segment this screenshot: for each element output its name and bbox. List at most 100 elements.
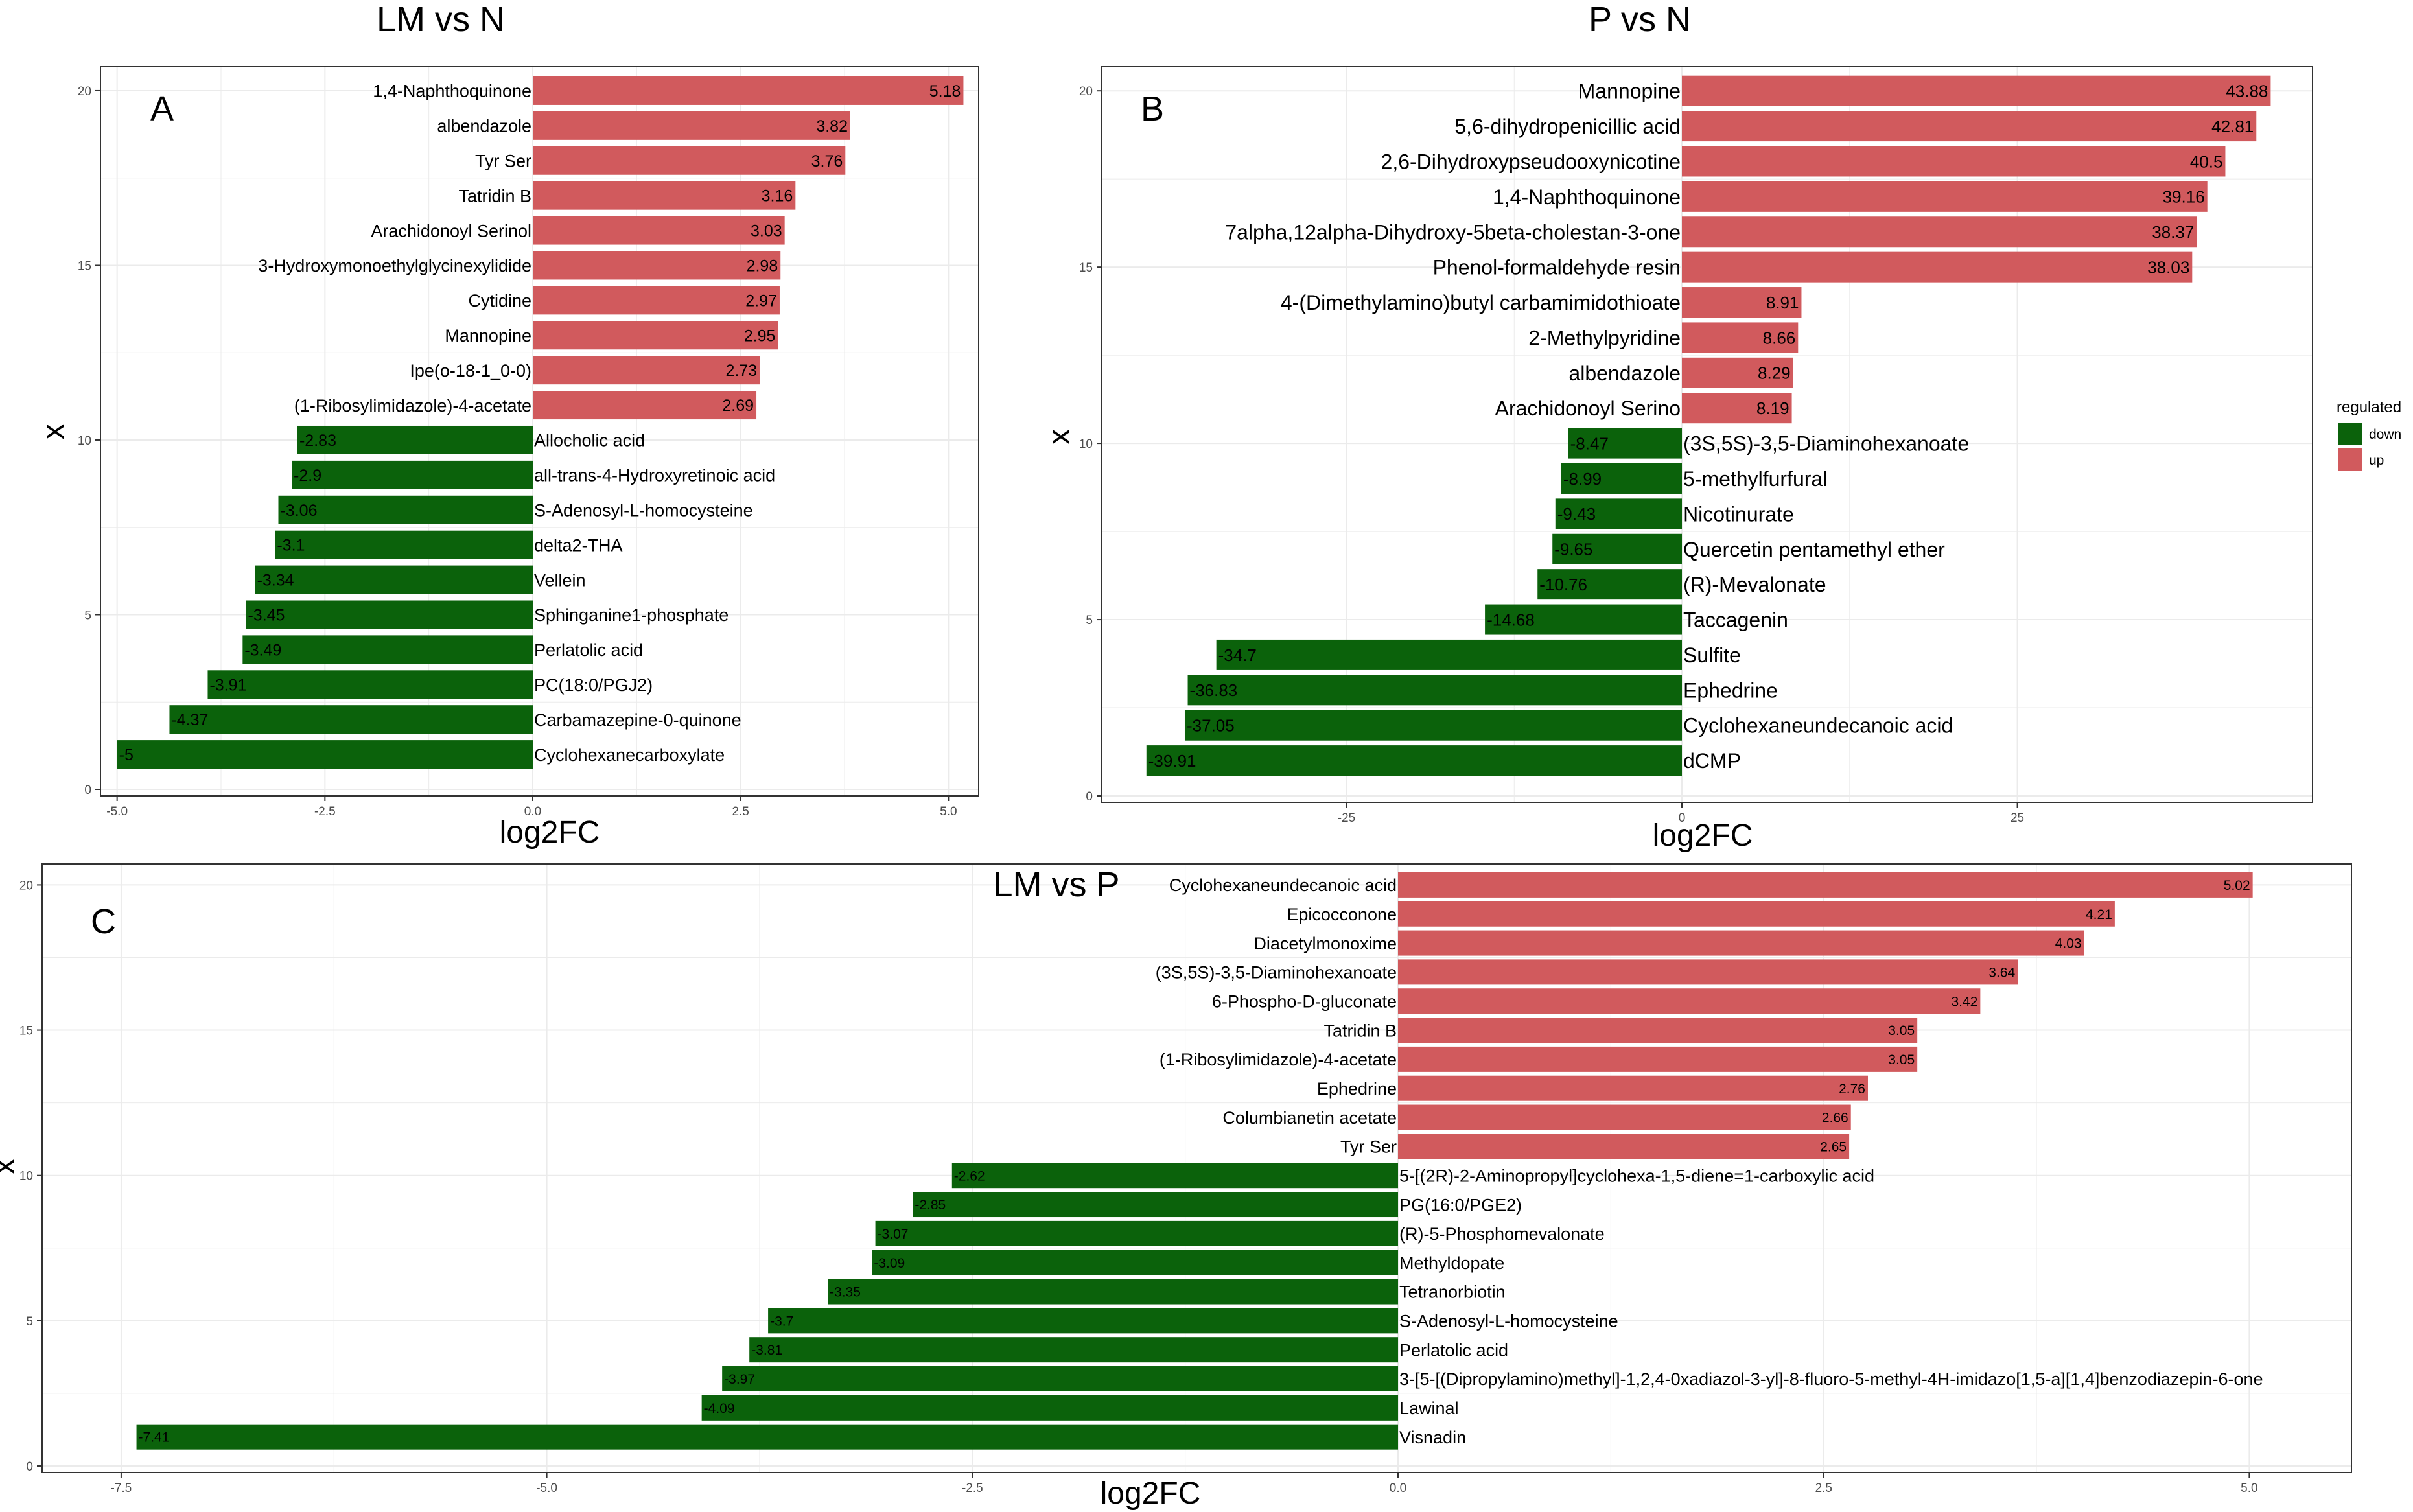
bar-up bbox=[1682, 322, 1799, 353]
bar-down bbox=[246, 600, 533, 629]
bar-value-label: 3.42 bbox=[1951, 994, 1977, 1009]
bar-down bbox=[913, 1192, 1398, 1218]
y-tick-label: 15 bbox=[78, 259, 91, 273]
bar-value-label: 43.88 bbox=[2226, 82, 2268, 101]
bar-name-label: 1,4-Naphthoquinone bbox=[1493, 185, 1681, 209]
bar-down bbox=[1568, 428, 1682, 459]
bar-value-label: -36.83 bbox=[1190, 680, 1238, 700]
x-tick-label: -7.5 bbox=[111, 1482, 132, 1495]
bar-down bbox=[722, 1366, 1398, 1392]
bar-value-label: -7.41 bbox=[139, 1430, 170, 1445]
bar-name-label: Ipe(o-18-1_0-0) bbox=[410, 361, 531, 380]
bar-value-label: 4.21 bbox=[2086, 907, 2112, 922]
bar-value-label: -2.85 bbox=[915, 1198, 946, 1213]
bar-name-label: Cyclohexaneundecanoic acid bbox=[1169, 876, 1397, 895]
bar-name-label: Tatridin B bbox=[1323, 1021, 1397, 1040]
bar-value-label: -14.68 bbox=[1487, 610, 1535, 629]
x-tick-label: 5.0 bbox=[2241, 1482, 2257, 1495]
bar-down bbox=[292, 460, 533, 489]
bar-down bbox=[255, 565, 533, 594]
bar-up bbox=[1398, 959, 2018, 985]
bars bbox=[117, 76, 964, 769]
bar-name-label: (R)-Mevalonate bbox=[1683, 573, 1826, 596]
bar-value-label: -3.81 bbox=[751, 1343, 782, 1358]
bar-down bbox=[701, 1395, 1398, 1421]
x-axis-title: log2FC bbox=[500, 815, 600, 850]
bar-name-label: (3S,5S)-3,5-Diaminohexanoate bbox=[1156, 963, 1397, 983]
bar-value-label: -39.91 bbox=[1148, 751, 1196, 771]
bar-down bbox=[1552, 533, 1682, 564]
bar-up bbox=[533, 146, 846, 175]
bar-name-label: Ephedrine bbox=[1683, 679, 1778, 702]
bar-down bbox=[875, 1220, 1398, 1246]
bar-name-label: Cyclohexanecarboxylate bbox=[534, 745, 725, 765]
bar-value-label: -4.37 bbox=[171, 711, 208, 729]
bar-name-label: Tatridin B bbox=[458, 186, 531, 205]
y-tick-label: 10 bbox=[78, 434, 91, 448]
bar-name-label: Cytidine bbox=[468, 291, 531, 310]
y-axis-title: x bbox=[36, 424, 71, 439]
bar-labels: 5.18 1,4-Naphthoquinone 3.82 albendazole 3.7… bbox=[119, 82, 961, 765]
bar-up bbox=[1682, 146, 2226, 177]
bar-value-label: -8.47 bbox=[1570, 434, 1609, 453]
bar-down bbox=[1485, 604, 1682, 635]
bar-value-label: 3.76 bbox=[811, 152, 843, 170]
bar-value-label: -3.49 bbox=[244, 641, 281, 659]
bar-up bbox=[1398, 1104, 1851, 1130]
bar-up bbox=[533, 251, 781, 280]
bar-up bbox=[1398, 1075, 1868, 1101]
bar-labels: 43.88 Mannopine 42.81 5,6-dihydropenicillic… bbox=[1148, 80, 2268, 773]
legend: regulated down up bbox=[2337, 399, 2401, 471]
bar-name-label: Sulfite bbox=[1683, 644, 1741, 667]
bar-up bbox=[1682, 251, 2193, 283]
x-tick-label: 2.5 bbox=[732, 805, 749, 819]
y-tick-label: 0 bbox=[1086, 790, 1093, 804]
bar-name-label: S-Adenosyl-L-homocysteine bbox=[1399, 1312, 1618, 1331]
bar-down bbox=[749, 1337, 1398, 1363]
bar-value-label: -3.7 bbox=[770, 1314, 793, 1329]
x-tick-label: 25 bbox=[2011, 811, 2024, 825]
bar-name-label: S-Adenosyl-L-homocysteine bbox=[534, 501, 753, 520]
bar-up bbox=[1398, 872, 2253, 898]
bar-value-label: 39.16 bbox=[2163, 187, 2205, 207]
bar-down bbox=[1146, 745, 1682, 776]
bar-down bbox=[872, 1250, 1398, 1275]
bar-value-label: -2.9 bbox=[294, 467, 321, 485]
bar-name-label: Epicocconone bbox=[1287, 905, 1397, 924]
bar-down bbox=[242, 635, 533, 664]
bar-value-label: 2.73 bbox=[726, 362, 758, 380]
bar-up bbox=[1398, 988, 1981, 1014]
y-tick-label: 10 bbox=[1079, 437, 1093, 451]
bar-value-label: -9.43 bbox=[1557, 504, 1596, 524]
bar-name-label: 3-[5-[(Dipropylamino)methyl]-1,2,4-0xadi… bbox=[1399, 1369, 2263, 1389]
x-tick-label: 0.0 bbox=[524, 805, 541, 819]
bar-value-label: -2.62 bbox=[954, 1169, 985, 1183]
y-tick-label: 5 bbox=[1086, 614, 1093, 627]
x-tick-label: 0.0 bbox=[1390, 1482, 1406, 1495]
x-tick-label: -5.0 bbox=[106, 805, 128, 819]
legend-title: regulated bbox=[2337, 399, 2401, 416]
y-tick-label: 0 bbox=[26, 1460, 33, 1474]
bars bbox=[1146, 75, 2271, 776]
bar-name-label: albendazole bbox=[437, 117, 531, 136]
bar-name-label: Diacetylmonoxime bbox=[1253, 934, 1397, 953]
bar-name-label: Tyr Ser bbox=[1340, 1137, 1397, 1157]
bar-up bbox=[533, 356, 760, 385]
x-axis-ticks: -25 0 25 bbox=[1338, 802, 2024, 825]
bar-up bbox=[533, 216, 785, 245]
bar-value-label: -5 bbox=[119, 746, 134, 764]
bar-down bbox=[1187, 675, 1682, 706]
bar-up bbox=[533, 181, 796, 210]
bar-up bbox=[1682, 111, 2257, 142]
bar-value-label: -3.91 bbox=[209, 676, 246, 694]
bar-name-label: Taccagenin bbox=[1683, 609, 1788, 632]
bar-up bbox=[1398, 1018, 1918, 1043]
bar-name-label: 5-[(2R)-2-Aminopropyl]cyclohexa-1,5-dien… bbox=[1399, 1166, 1874, 1185]
bar-value-label: 4.03 bbox=[2055, 936, 2082, 951]
bar-value-label: 3.16 bbox=[762, 187, 793, 205]
x-tick-label: 0 bbox=[1679, 811, 1686, 825]
bar-value-label: 2.98 bbox=[747, 257, 778, 275]
bar-value-label: 38.03 bbox=[2147, 258, 2189, 277]
bar-value-label: 3.64 bbox=[1988, 965, 2015, 980]
